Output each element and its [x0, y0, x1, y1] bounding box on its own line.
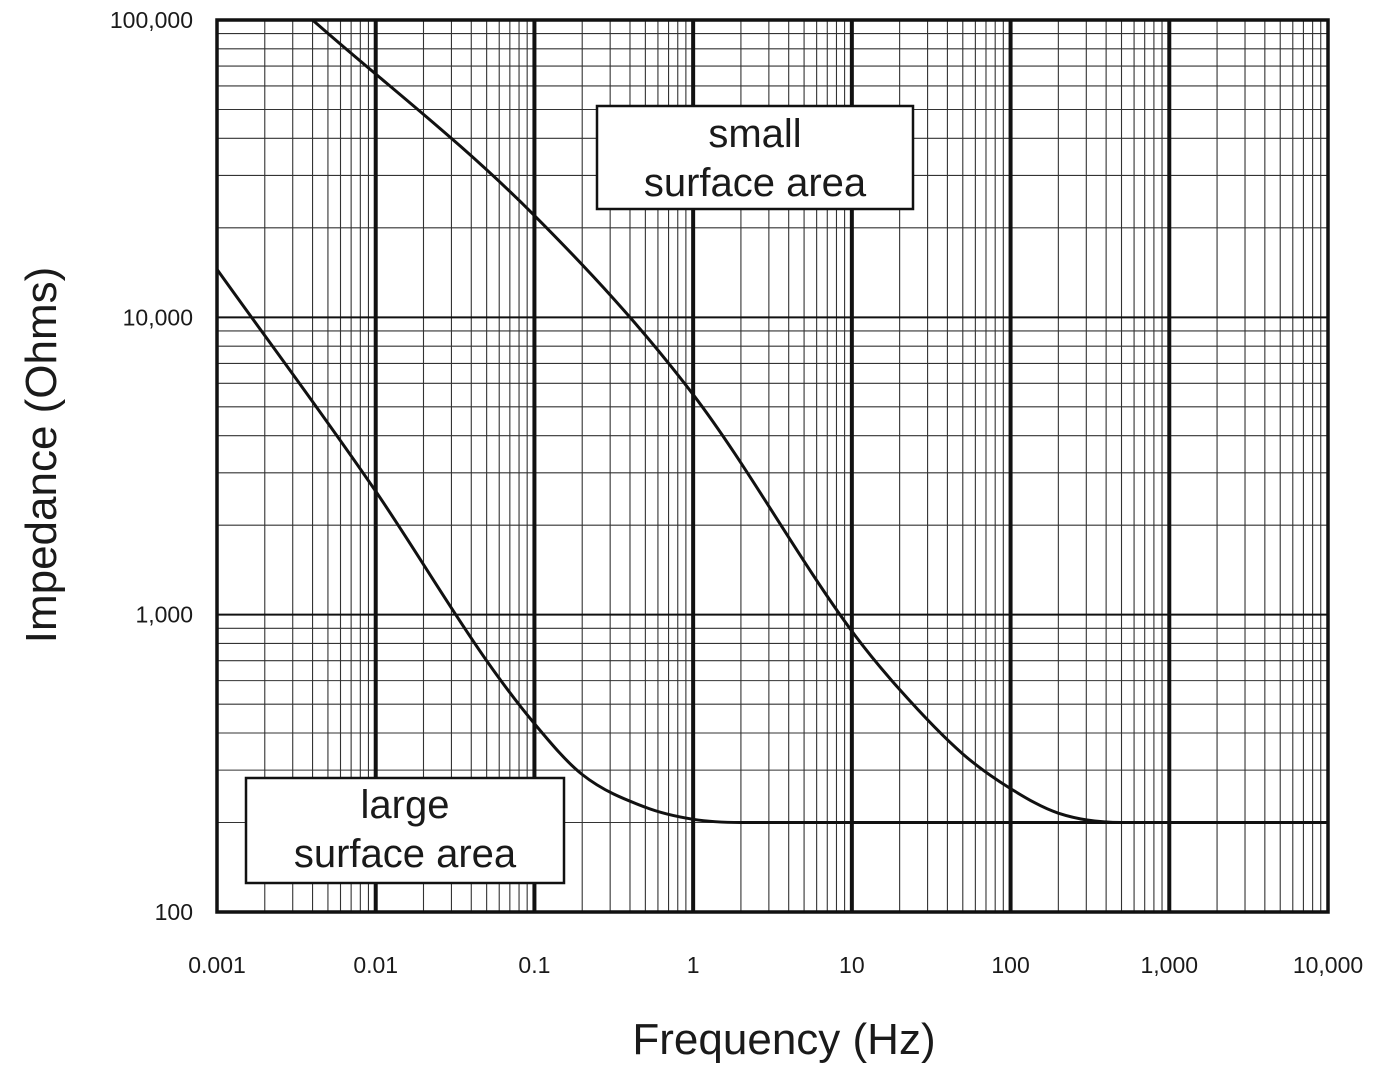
annotation-large-line-1: large	[361, 783, 450, 827]
series-line-large-surface-area	[215, 268, 1328, 824]
y-axis-title: Impedance (Ohms)	[17, 267, 66, 644]
x-tick-label: 0.001	[188, 952, 246, 978]
x-tick-label: 0.01	[353, 952, 398, 978]
x-tick-label: 1,000	[1141, 952, 1199, 978]
y-tick-label: 100,000	[110, 7, 193, 33]
series-layer	[215, 18, 1328, 824]
x-tick-label: 1	[687, 952, 700, 978]
annotation-large-surface-area: large surface area	[244, 776, 566, 885]
x-axis-ticks: 0.001 0.01 0.1 1 10 100 1,000 10,000	[188, 952, 1363, 978]
y-tick-label: 1,000	[135, 602, 193, 628]
x-tick-label: 0.1	[518, 952, 550, 978]
y-tick-label: 100	[155, 899, 193, 925]
plot-frame	[215, 18, 1330, 914]
y-tick-label: 10,000	[123, 304, 193, 330]
y-axis-ticks: 100 1,000 10,000 100,000	[110, 7, 193, 925]
annotation-small-line-1: small	[708, 112, 801, 156]
annotation-large-line-2: surface area	[294, 832, 517, 876]
x-tick-label: 100	[991, 952, 1029, 978]
x-tick-label: 10,000	[1293, 952, 1363, 978]
series-line-small-surface-area	[311, 18, 1328, 824]
x-tick-label: 10	[839, 952, 865, 978]
annotation-small-line-2: surface area	[644, 161, 867, 205]
x-axis-title: Frequency (Hz)	[632, 1015, 935, 1064]
annotation-small-surface-area: small surface area	[595, 104, 915, 211]
